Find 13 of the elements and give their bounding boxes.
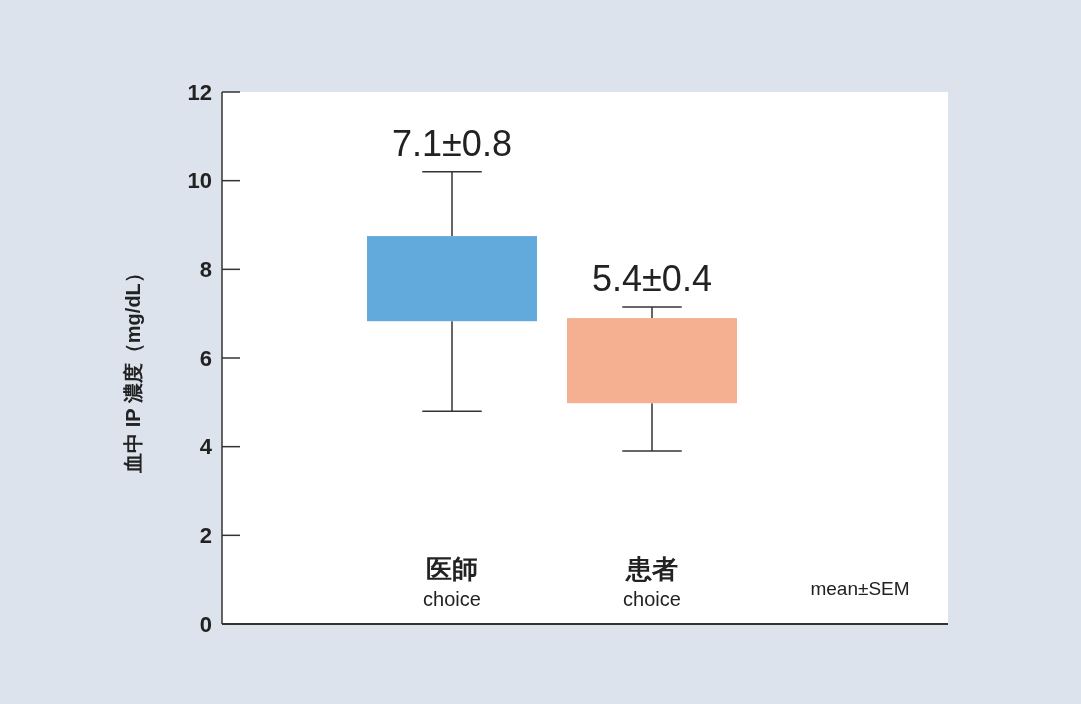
text: mean±SEM — [810, 578, 910, 599]
x-tick-label: 患者 choice — [623, 554, 681, 610]
y-tick-label: 6 — [199, 345, 212, 371]
y-tick-label: 2 — [199, 523, 212, 549]
y-tick-label: 4 — [199, 434, 213, 460]
y-tick-label: 0 — [199, 611, 212, 637]
annotation: 5.4±0.4 — [592, 258, 712, 300]
y-axis-title: 血中 IP 濃度（mg/dL） — [122, 263, 144, 474]
y-tick-label: 12 — [187, 79, 212, 105]
y-tick-label: 10 — [187, 168, 212, 194]
annotation: 7.1±0.8 — [392, 122, 512, 164]
y-tick-label: 8 — [199, 257, 212, 283]
x-tick-label: 医師 choice — [423, 554, 481, 610]
